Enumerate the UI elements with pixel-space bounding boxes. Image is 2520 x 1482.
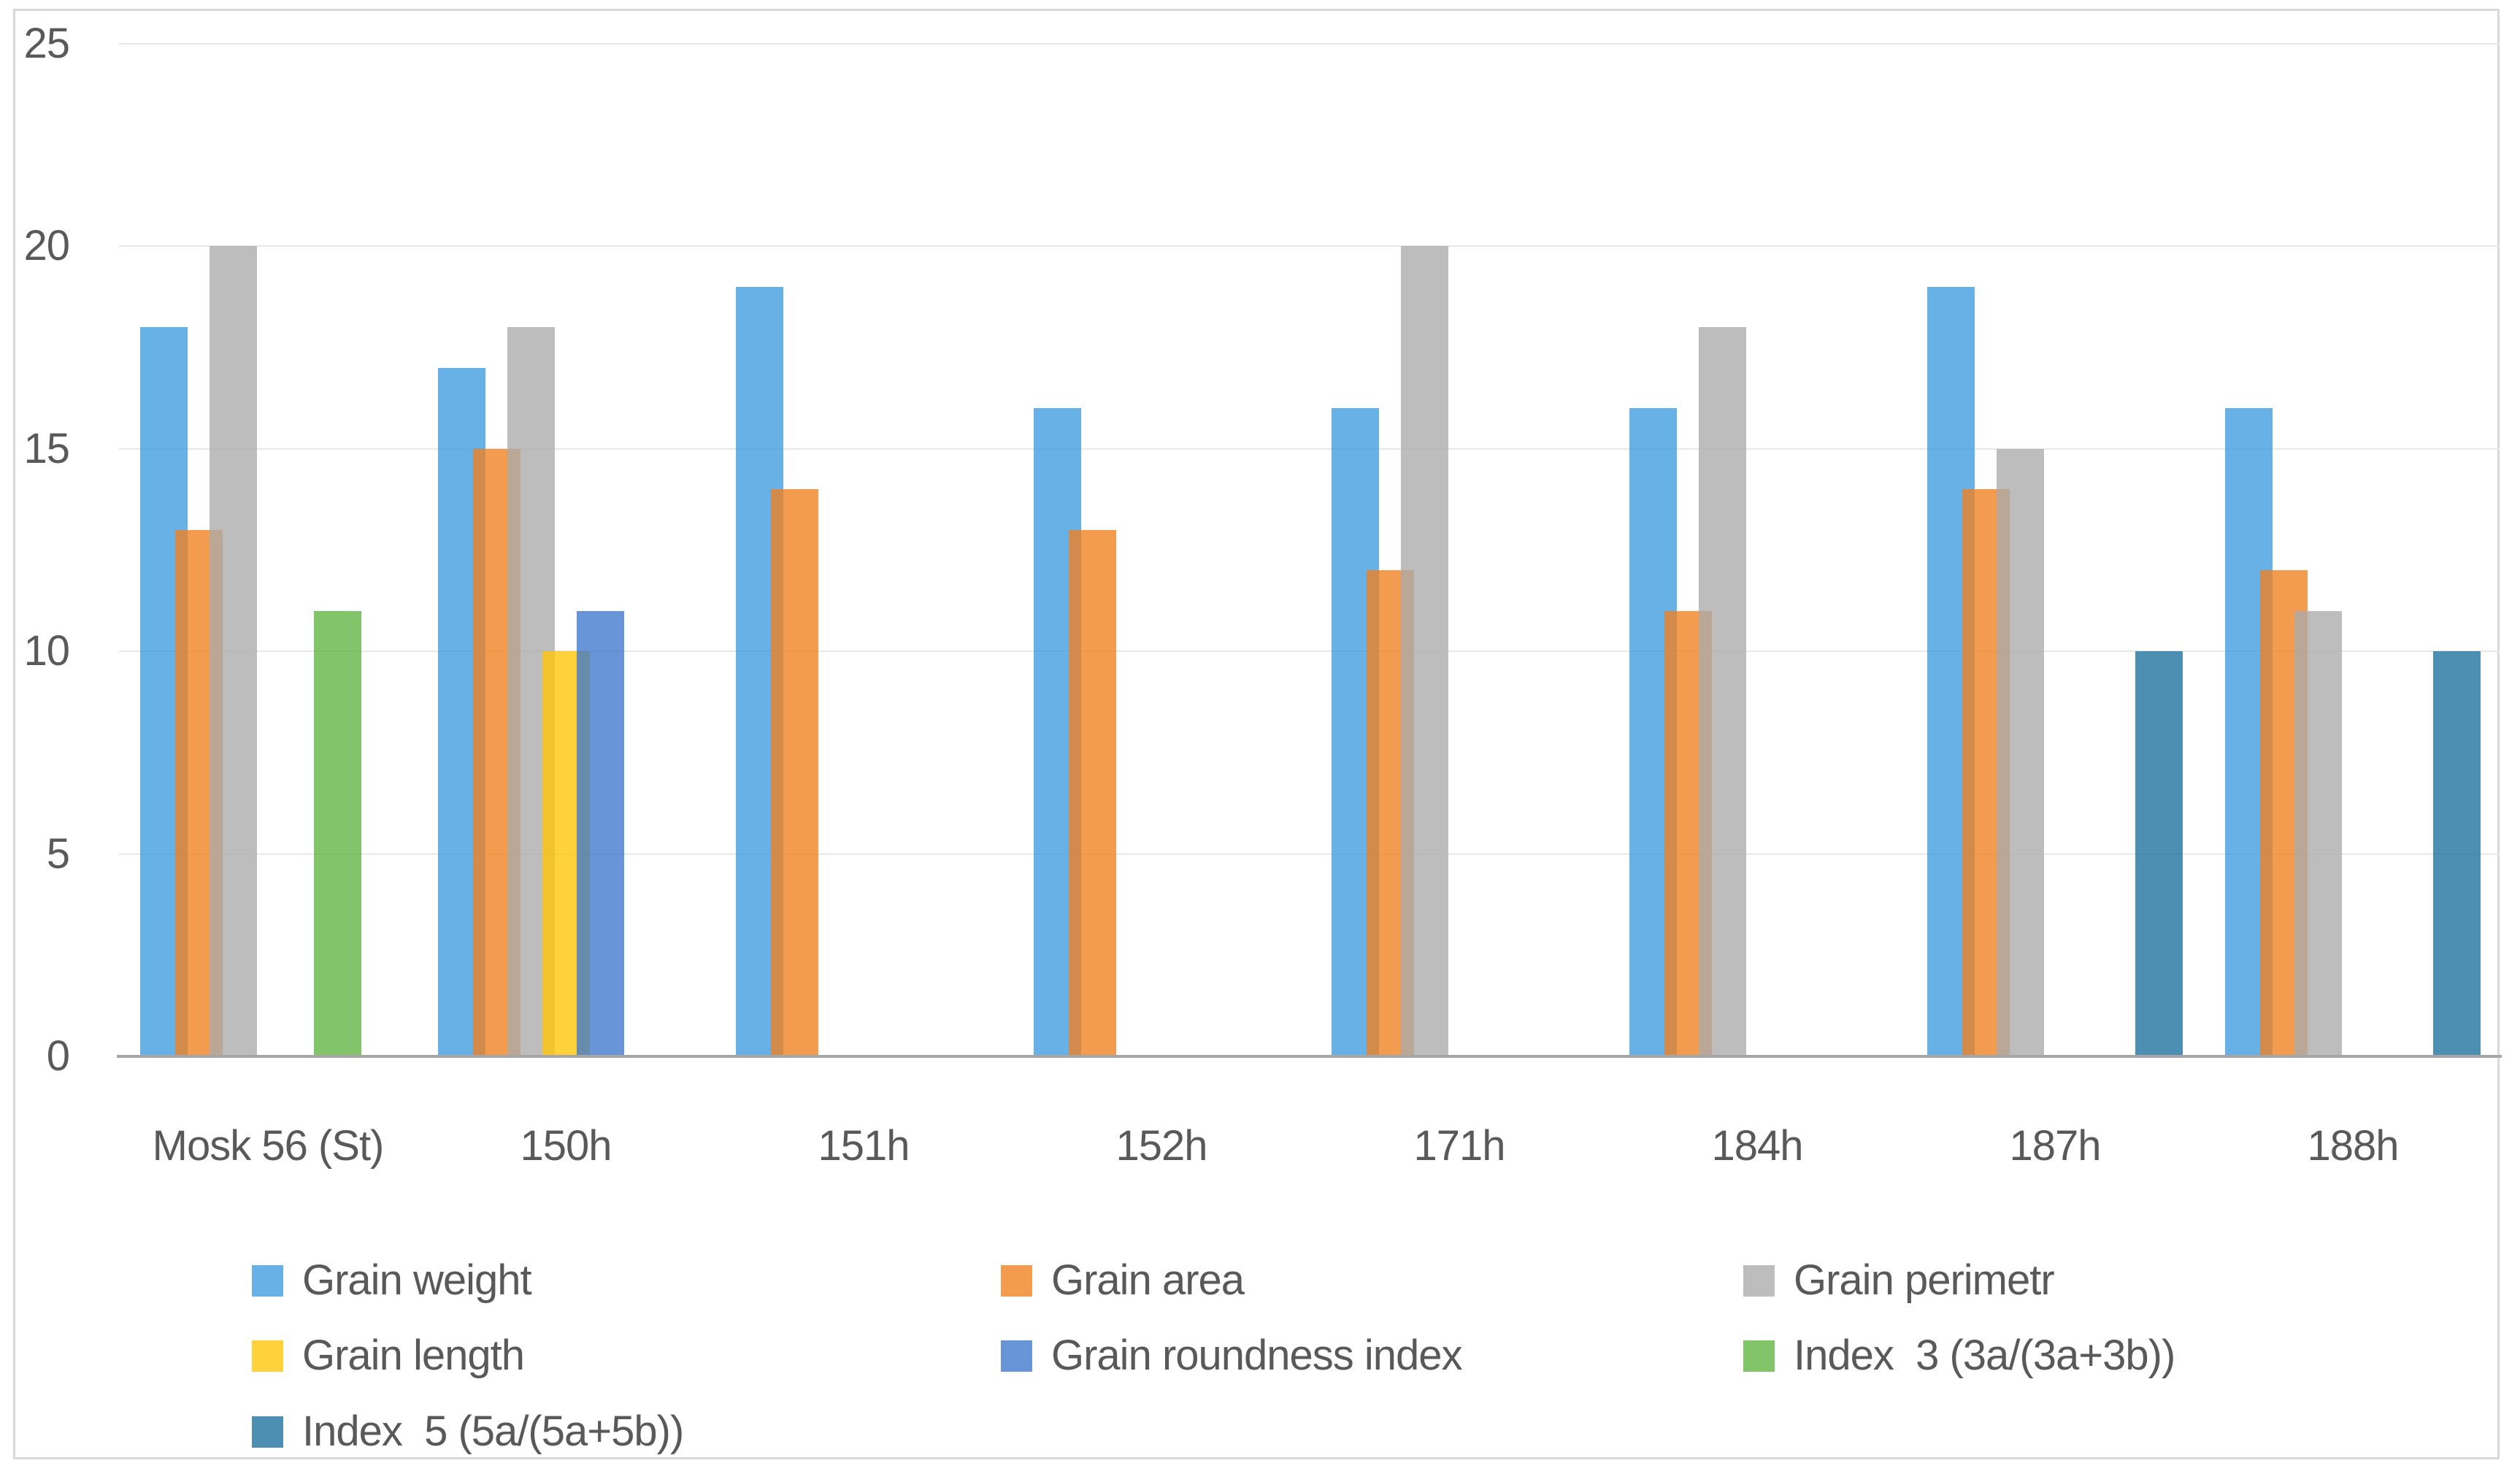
legend-swatch-icon	[252, 1264, 283, 1297]
gridline-10	[119, 650, 2500, 653]
legend-swatch-icon	[1001, 1264, 1032, 1297]
legend-swatch-icon	[1743, 1264, 1775, 1297]
legend-label: Grain weight	[302, 1256, 532, 1304]
gridline-15	[119, 448, 2500, 450]
y-tick-label-10: 10	[23, 627, 70, 675]
x-category-label-188h: 188h	[2307, 1122, 2399, 1170]
legend-label: Grain roundness index	[1051, 1332, 1463, 1379]
bar-index-5-5a-5a-5b-188h	[2433, 651, 2481, 1056]
bar-grain-perimetr-mosk-56-st	[210, 246, 257, 1056]
x-category-label-151h: 151h	[818, 1122, 910, 1170]
legend-item-index-5-5a-5a-5b: Index 5 (5a/(5a+5b))	[252, 1408, 684, 1456]
x-category-label-184h: 184h	[1711, 1122, 1803, 1170]
legend-swatch-icon	[252, 1416, 283, 1448]
bar-grain-perimetr-171h	[1401, 246, 1448, 1056]
legend-label: Index 3 (3a/(3a+3b))	[1794, 1332, 2175, 1379]
bar-index-5-5a-5a-5b-187h	[2135, 651, 2183, 1056]
y-tick-label-0: 0	[46, 1032, 70, 1080]
legend-label: Grain area	[1051, 1256, 1245, 1304]
bar-grain-perimetr-188h	[2294, 610, 2342, 1056]
y-tick-label-5: 5	[46, 829, 70, 878]
legend-swatch-icon	[252, 1340, 283, 1372]
x-category-label-187h: 187h	[2009, 1122, 2101, 1170]
legend-item-grain-weight: Grain weight	[252, 1256, 532, 1305]
bar-index-3-3a-3a-3b-mosk-56-st	[313, 610, 361, 1056]
legend-item-grain-area: Grain area	[1001, 1256, 1245, 1305]
bar-grain-roundness-index-150h	[577, 610, 624, 1056]
bar-grain-area-152h	[1068, 529, 1116, 1056]
x-category-label-150h: 150h	[520, 1122, 612, 1170]
legend-item-index-3-3a-3a-3b: Index 3 (3a/(3a+3b))	[1743, 1332, 2175, 1380]
bar-grain-perimetr-187h	[1997, 448, 2044, 1056]
legend-label: Grain perimetr	[1794, 1256, 2055, 1304]
legend-label: Grain length	[302, 1332, 525, 1379]
legend-swatch-icon	[1743, 1340, 1775, 1372]
x-axis-line	[117, 1055, 2502, 1058]
bar-grain-perimetr-184h	[1699, 327, 1746, 1056]
legend-swatch-icon	[1001, 1340, 1032, 1372]
chart-frame	[13, 9, 2500, 1459]
bar-grain-area-151h	[770, 489, 818, 1056]
gridline-20	[119, 245, 2500, 247]
legend-item-grain-length: Grain length	[252, 1332, 525, 1380]
x-category-label-171h: 171h	[1413, 1122, 1505, 1170]
legend-item-grain-roundness-index: Grain roundness index	[1001, 1332, 1463, 1380]
legend-item-grain-perimetr: Grain perimetr	[1743, 1256, 2055, 1305]
gridline-5	[119, 853, 2500, 855]
x-category-label-152h: 152h	[1115, 1122, 1207, 1170]
y-tick-label-20: 20	[23, 222, 70, 270]
y-tick-label-15: 15	[23, 424, 70, 472]
legend-label: Index 5 (5a/(5a+5b))	[302, 1408, 684, 1455]
y-tick-label-25: 25	[23, 20, 70, 67]
gridline-25	[119, 43, 2500, 45]
x-category-label-mosk-56-st: Mosk 56 (St)	[152, 1122, 385, 1170]
